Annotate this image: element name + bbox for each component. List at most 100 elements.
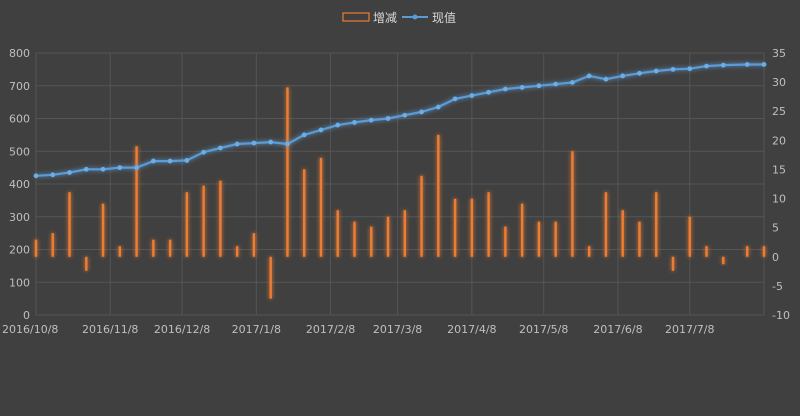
line-point xyxy=(268,139,274,145)
y-axis-right: -10 -5 0 5 10 15 20 25 30 35 xyxy=(772,47,790,322)
legend-line-marker xyxy=(412,14,418,20)
bar xyxy=(420,175,423,257)
line-point xyxy=(761,62,767,67)
y-left-tick-label: 100 xyxy=(9,276,30,289)
x-tick-label: 2017/7/8 xyxy=(665,323,714,336)
gridlines xyxy=(35,52,765,316)
bar xyxy=(504,226,507,257)
line-point xyxy=(50,172,56,178)
bar xyxy=(252,233,256,257)
line-point xyxy=(251,140,257,146)
bar xyxy=(437,134,440,257)
bar xyxy=(303,169,306,257)
y-left-tick-label: 200 xyxy=(9,244,30,257)
bar xyxy=(705,246,708,257)
x-tick-label: 2016/12/8 xyxy=(154,323,210,336)
bar xyxy=(135,146,138,257)
bar xyxy=(554,221,557,257)
bar xyxy=(638,221,641,257)
y-left-tick-label: 400 xyxy=(9,178,30,191)
bar xyxy=(118,246,122,257)
line-point xyxy=(385,116,391,121)
line-point xyxy=(285,141,290,147)
bar xyxy=(722,256,725,265)
line-point xyxy=(704,63,709,69)
bar xyxy=(453,198,457,257)
y-right-tick-label: 10 xyxy=(772,193,786,206)
bar xyxy=(68,192,71,257)
bar xyxy=(537,221,541,257)
y-right-tick-label: 0 xyxy=(772,251,779,264)
bar xyxy=(746,246,749,257)
line-point xyxy=(603,76,609,82)
bar-series-change xyxy=(34,87,766,299)
line-point xyxy=(435,104,441,110)
x-tick-label: 2016/10/8 xyxy=(2,323,58,336)
bar xyxy=(336,210,339,257)
bar xyxy=(185,192,189,257)
line-point xyxy=(653,68,659,74)
line-point xyxy=(167,158,173,164)
x-tick-label: 2017/5/8 xyxy=(519,323,568,336)
bar xyxy=(370,226,373,257)
line-point xyxy=(637,70,642,76)
legend-label-change: 增减 xyxy=(373,11,397,25)
y-right-tick-label: 15 xyxy=(772,163,786,176)
y-right-tick-label: 5 xyxy=(772,222,779,235)
line-point xyxy=(570,80,575,85)
y-right-tick-label: 25 xyxy=(772,105,786,118)
bar xyxy=(319,157,323,257)
line-point xyxy=(744,62,750,67)
line-point xyxy=(586,73,592,79)
y-left-tick-label: 700 xyxy=(9,80,30,93)
line-point xyxy=(402,112,408,118)
bar xyxy=(51,233,54,257)
line-point xyxy=(352,120,357,125)
line-point xyxy=(117,165,123,171)
x-tick-label: 2017/2/8 xyxy=(306,323,355,336)
x-tick-label: 2017/3/8 xyxy=(373,323,422,336)
line-point xyxy=(720,62,726,68)
line-point xyxy=(502,86,508,92)
bar xyxy=(34,239,38,257)
line-point xyxy=(419,109,424,115)
x-tick-label: 2017/4/8 xyxy=(447,323,496,336)
y-left-tick-label: 800 xyxy=(9,47,30,60)
line-point xyxy=(687,66,693,72)
line-series-value xyxy=(33,62,767,179)
bar xyxy=(168,239,172,257)
line-point xyxy=(670,66,676,72)
bar xyxy=(152,239,155,257)
line-point xyxy=(184,158,190,163)
line-point xyxy=(201,149,207,155)
bar xyxy=(101,203,105,257)
y-right-tick-label: 35 xyxy=(772,47,786,60)
bar xyxy=(571,151,574,257)
x-tick-label: 2017/6/8 xyxy=(593,323,642,336)
bar xyxy=(604,192,608,257)
y-right-tick-label: -10 xyxy=(772,309,790,322)
line-point xyxy=(553,81,559,87)
bar xyxy=(587,246,591,257)
x-axis: 2016/10/8 2016/11/8 2016/12/8 2017/1/8 2017/… xyxy=(2,323,714,336)
y-right-tick-label: 30 xyxy=(772,76,786,89)
value-line xyxy=(35,63,764,177)
bar xyxy=(85,256,88,271)
bar xyxy=(235,246,239,257)
line-point xyxy=(67,170,72,175)
bar xyxy=(353,221,356,257)
legend: 增减 现值 xyxy=(342,10,456,25)
line-point xyxy=(486,89,492,95)
line-point xyxy=(234,141,240,147)
line-point xyxy=(318,127,324,133)
y-left-tick-label: 0 xyxy=(23,309,30,322)
bar xyxy=(520,203,524,257)
line-point xyxy=(134,165,139,171)
bar xyxy=(403,210,406,257)
line-point xyxy=(536,83,542,89)
line-point xyxy=(150,158,156,164)
legend-bar-swatch xyxy=(342,12,370,22)
legend-label-value: 现值 xyxy=(432,10,456,25)
